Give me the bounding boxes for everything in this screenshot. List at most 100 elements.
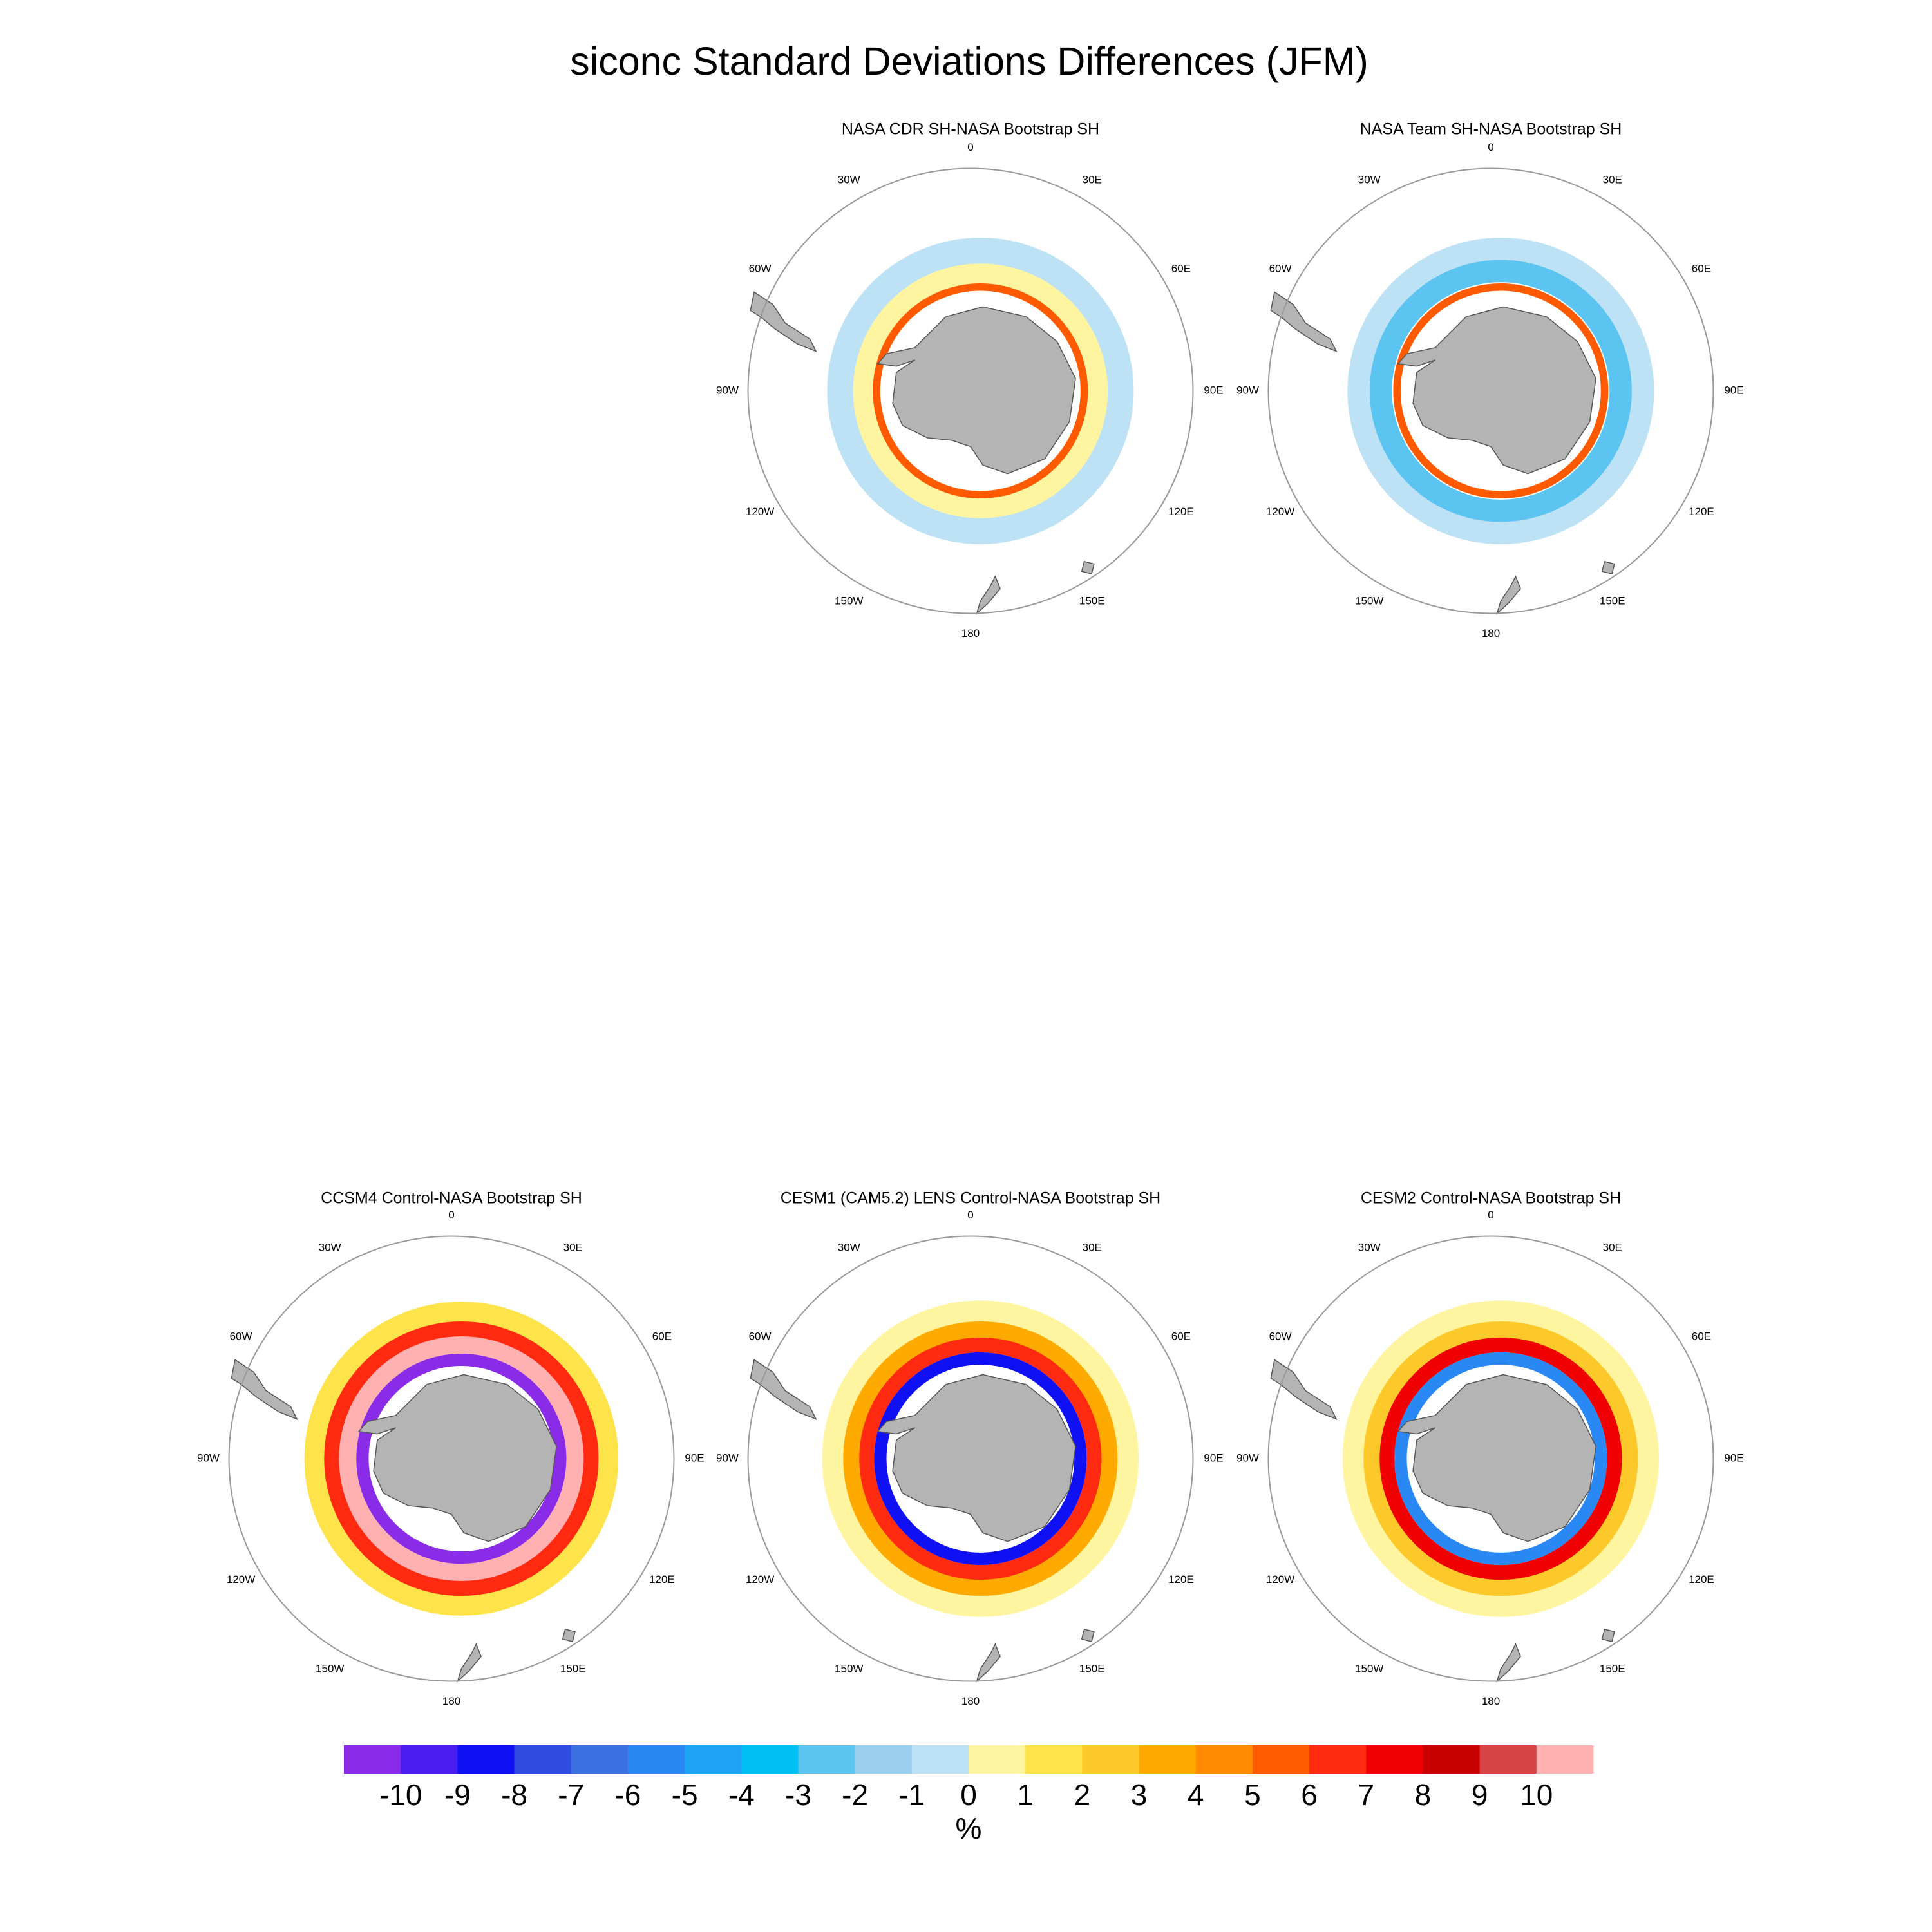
colorbar-label: 3 bbox=[1131, 1778, 1148, 1812]
sea-ice-field bbox=[1379, 1337, 1622, 1580]
colorbar-label: 0 bbox=[960, 1778, 977, 1812]
sea-ice-field bbox=[822, 1300, 1139, 1617]
colorbar-label: -7 bbox=[558, 1778, 584, 1812]
longitude-label: 0 bbox=[448, 1209, 454, 1221]
colorbar-label: 7 bbox=[1358, 1778, 1374, 1812]
colorbar-box bbox=[571, 1745, 629, 1774]
sea-ice-field bbox=[873, 283, 1088, 498]
longitude-label: 60W bbox=[749, 1331, 772, 1343]
longitude-label: 90W bbox=[716, 1452, 739, 1464]
colorbar-box bbox=[401, 1745, 458, 1774]
longitude-label: 90W bbox=[716, 384, 739, 396]
longitude-label: 150E bbox=[1079, 594, 1105, 607]
longitude-label: 60E bbox=[1171, 263, 1191, 275]
longitude-label: 60W bbox=[230, 1331, 252, 1343]
antarctica bbox=[1397, 306, 1596, 475]
sea-ice-field bbox=[1369, 260, 1632, 522]
sea-ice-field bbox=[356, 1353, 567, 1564]
sea-ice-field bbox=[339, 1336, 584, 1582]
colorbar-label: -1 bbox=[898, 1778, 925, 1812]
landmass bbox=[562, 1628, 576, 1643]
longitude-label: 30E bbox=[1603, 174, 1622, 186]
colorbar-label: -2 bbox=[842, 1778, 868, 1812]
colorbar-box bbox=[969, 1745, 1026, 1774]
longitude-label: 150W bbox=[1355, 1662, 1383, 1674]
landmass bbox=[976, 1643, 1001, 1683]
longitude-label: 0 bbox=[967, 141, 973, 153]
longitude-label: 150E bbox=[1600, 594, 1625, 607]
landmass bbox=[457, 1643, 482, 1683]
longitude-label: 120E bbox=[1689, 506, 1714, 518]
longitude-label: 90E bbox=[1204, 1452, 1223, 1464]
landmass bbox=[1496, 1643, 1521, 1683]
panel-title: CESM2 Control-NASA Bootstrap SH bbox=[1361, 1189, 1621, 1208]
longitude-label: 120E bbox=[649, 1573, 675, 1586]
longitude-label: 150W bbox=[835, 594, 863, 607]
colorbar-box bbox=[685, 1745, 742, 1774]
colorbar-label: -8 bbox=[501, 1778, 527, 1812]
colorbar-label: 10 bbox=[1520, 1778, 1553, 1812]
map-boundary bbox=[747, 1235, 1194, 1682]
landmass bbox=[750, 291, 817, 353]
sea-ice-field bbox=[1393, 283, 1609, 498]
longitude-label: 180 bbox=[961, 627, 980, 639]
longitude-label: 30W bbox=[1358, 1242, 1381, 1254]
longitude-label: 0 bbox=[1488, 1209, 1493, 1221]
longitude-label: 60E bbox=[1692, 263, 1711, 275]
longitude-label: 90E bbox=[685, 1452, 704, 1464]
longitude-label: 120W bbox=[1266, 506, 1294, 518]
colorbar-box bbox=[1423, 1745, 1481, 1774]
longitude-label: 150W bbox=[835, 1662, 863, 1674]
longitude-label: 120E bbox=[1168, 506, 1194, 518]
longitude-label: 60W bbox=[749, 263, 772, 275]
sea-ice-field bbox=[853, 263, 1108, 518]
colorbar-unit: % bbox=[956, 1812, 982, 1845]
longitude-label: 150W bbox=[1355, 594, 1383, 607]
map-panel: CESM1 (CAM5.2) LENS Control-NASA Bootstr… bbox=[716, 1189, 1224, 1707]
landmass bbox=[231, 1359, 298, 1421]
longitude-label: 120W bbox=[227, 1573, 255, 1586]
sea-ice-field bbox=[827, 237, 1134, 545]
figure-title: siconc Standard Deviations Differences (… bbox=[570, 39, 1368, 83]
longitude-label: 90W bbox=[1236, 384, 1259, 396]
longitude-label: 60W bbox=[1269, 1331, 1292, 1343]
longitude-label: 120W bbox=[1266, 1573, 1294, 1586]
map-panel: CESM2 Control-NASA Bootstrap SH0 30E 60E 90… bbox=[1236, 1189, 1744, 1707]
longitude-label: 150E bbox=[1600, 1662, 1625, 1674]
sea-ice-field bbox=[324, 1321, 599, 1596]
longitude-label: 90E bbox=[1204, 384, 1223, 396]
longitude-label: 120W bbox=[746, 506, 774, 518]
colorbar-label: -10 bbox=[379, 1778, 422, 1812]
longitude-label: 0 bbox=[1488, 141, 1493, 153]
longitude-label: 60E bbox=[1692, 1331, 1711, 1343]
longitude-label: 60E bbox=[1171, 1331, 1191, 1343]
antarctica bbox=[876, 1374, 1076, 1542]
longitude-label: 90W bbox=[1236, 1452, 1259, 1464]
colorbar-label: 9 bbox=[1472, 1778, 1488, 1812]
panel-title: NASA CDR SH-NASA Bootstrap SH bbox=[842, 120, 1099, 138]
map-panel: NASA CDR SH-NASA Bootstrap SH 0 30E 60E 90E 1… bbox=[716, 120, 1224, 639]
colorbar-box bbox=[1309, 1745, 1367, 1774]
colorbar-label: 2 bbox=[1074, 1778, 1091, 1812]
sea-ice-field bbox=[843, 1321, 1118, 1596]
longitude-label: 90E bbox=[1724, 1452, 1743, 1464]
longitude-label: 120W bbox=[746, 1573, 774, 1586]
colorbar-label: 8 bbox=[1415, 1778, 1432, 1812]
colorbar-label: -6 bbox=[614, 1778, 641, 1812]
longitude-label: 150W bbox=[316, 1662, 344, 1674]
map-boundary bbox=[1267, 1235, 1714, 1682]
landmass bbox=[1270, 291, 1338, 353]
longitude-label: 120E bbox=[1689, 1573, 1714, 1586]
panel-title: CCSM4 Control-NASA Bootstrap SH bbox=[321, 1189, 582, 1208]
longitude-label: 30E bbox=[1083, 1242, 1102, 1254]
longitude-label: 90E bbox=[1724, 384, 1743, 396]
landmass bbox=[1601, 560, 1615, 575]
colorbar-box bbox=[1479, 1745, 1537, 1774]
colorbar-box bbox=[911, 1745, 969, 1774]
sea-ice-field bbox=[1394, 1352, 1607, 1566]
sea-ice-field bbox=[304, 1302, 619, 1616]
colorbar-label: 5 bbox=[1244, 1778, 1261, 1812]
sea-ice-field bbox=[859, 1337, 1102, 1580]
landmass bbox=[750, 1359, 817, 1421]
